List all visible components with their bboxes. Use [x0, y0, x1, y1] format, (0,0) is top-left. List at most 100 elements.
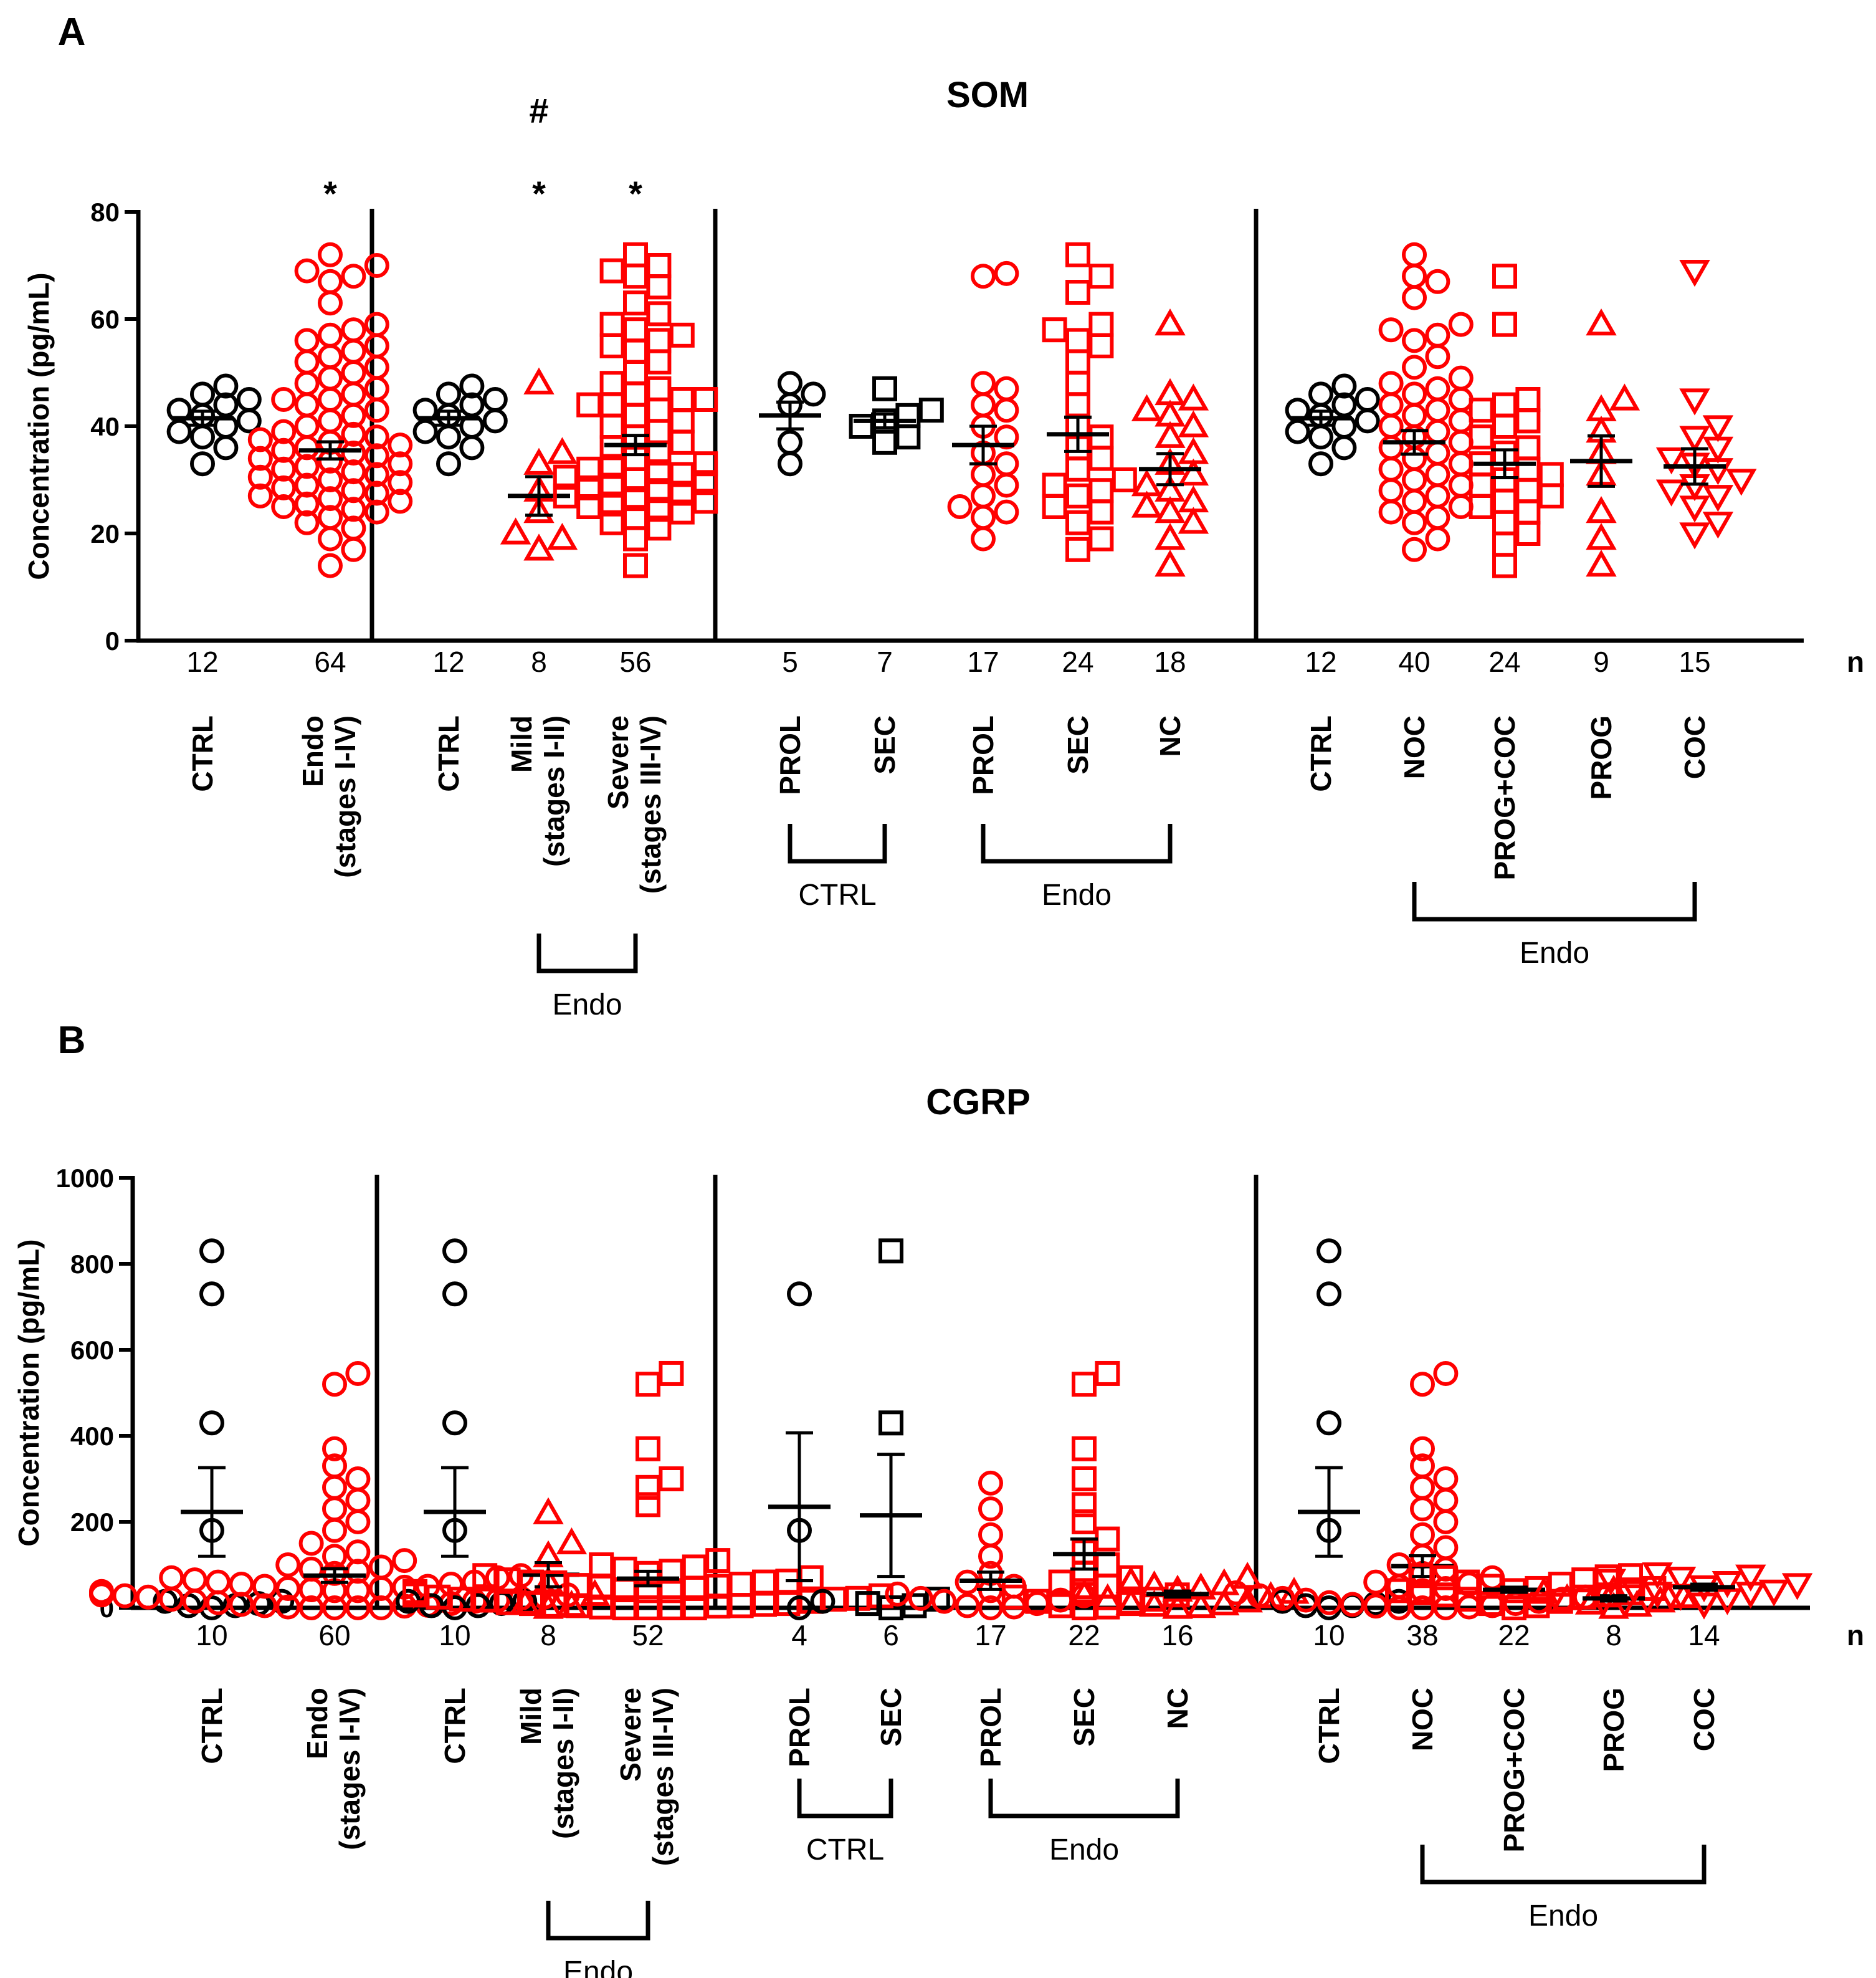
category-label: CTRL	[432, 715, 465, 792]
significance-mark: *	[629, 174, 642, 213]
group-13	[1528, 1574, 1699, 1619]
data-point	[878, 1410, 903, 1436]
data-point	[1001, 1584, 1027, 1610]
data-point	[1155, 421, 1186, 448]
y-axis-label: Concentration (pg/mL)	[12, 1239, 45, 1546]
data-point	[388, 489, 413, 514]
data-point	[576, 456, 602, 482]
group-3	[500, 367, 578, 561]
data-point	[271, 475, 297, 500]
category-label: COC	[1678, 715, 1711, 779]
data-point	[112, 1583, 138, 1608]
category-label: (stages III-IV)	[647, 1688, 679, 1866]
data-point	[318, 505, 343, 530]
data-point	[1425, 322, 1450, 348]
data-point	[1586, 394, 1617, 421]
group-4	[553, 242, 718, 578]
data-point	[1072, 1492, 1097, 1517]
data-point	[1355, 387, 1380, 412]
data-point	[322, 1544, 347, 1569]
data-point	[978, 1470, 1003, 1496]
data-point	[1308, 381, 1333, 407]
data-point	[542, 1570, 568, 1595]
data-point	[523, 447, 555, 475]
data-point	[1095, 1360, 1120, 1386]
group-bracket: Endo	[546, 1901, 650, 1978]
data-point	[1478, 1591, 1503, 1617]
n-value: 17	[974, 1619, 1006, 1651]
data-point	[190, 451, 215, 477]
bracket-label: Endo	[1042, 879, 1112, 912]
data-point	[1455, 1587, 1480, 1612]
data-point	[298, 1595, 324, 1620]
data-point	[1679, 388, 1710, 416]
data-point	[1378, 371, 1404, 396]
data-point	[1293, 1587, 1318, 1613]
data-point	[392, 1548, 417, 1574]
group-bracket: CTRL	[797, 1779, 893, 1866]
data-point	[1042, 472, 1067, 498]
group-bracket: Endo	[1412, 882, 1697, 970]
data-point	[1115, 1566, 1146, 1593]
data-point	[294, 328, 320, 353]
data-point	[1317, 1590, 1342, 1615]
data-point	[623, 317, 648, 343]
data-point	[1155, 550, 1186, 577]
category-label: Severe	[614, 1688, 647, 1782]
data-point	[994, 424, 1019, 450]
data-point	[669, 480, 695, 506]
data-point	[994, 499, 1019, 525]
bracket-label: Endo	[1520, 937, 1589, 970]
data-point	[1712, 1570, 1743, 1598]
data-point	[1317, 1410, 1341, 1436]
data-point	[1178, 458, 1209, 486]
data-point	[89, 1579, 114, 1604]
data-point	[646, 328, 672, 353]
data-point	[589, 1552, 614, 1577]
data-point	[345, 1466, 371, 1491]
data-point	[1385, 1578, 1410, 1603]
data-point	[1308, 451, 1333, 477]
data-point	[556, 1527, 588, 1555]
data-point	[636, 1595, 660, 1620]
data-point	[523, 367, 555, 394]
data-point	[1735, 1564, 1766, 1592]
group-8	[1042, 242, 1137, 562]
data-point	[1702, 512, 1734, 539]
data-point	[322, 1436, 347, 1461]
data-point	[1781, 1573, 1813, 1600]
category-label: (stages I-II)	[547, 1688, 579, 1839]
data-point	[364, 480, 389, 506]
category-label: Endo	[301, 1688, 333, 1759]
data-point	[436, 381, 461, 407]
data-point	[1138, 1589, 1170, 1617]
data-point	[1679, 259, 1710, 287]
data-point	[1425, 269, 1450, 294]
data-point	[472, 1587, 498, 1613]
data-point	[402, 1579, 427, 1604]
data-point	[693, 470, 718, 495]
group-bracket: Endo	[536, 934, 638, 1021]
data-point	[182, 1567, 207, 1593]
data-point	[1410, 1595, 1435, 1620]
data-point	[693, 489, 718, 514]
data-point	[1408, 1580, 1434, 1605]
data-point	[275, 1552, 301, 1577]
n-value: 60	[318, 1619, 350, 1651]
data-point	[341, 264, 366, 289]
data-point	[693, 387, 718, 412]
data-point	[1155, 496, 1186, 523]
data-point	[1255, 1581, 1287, 1608]
n-value: 56	[619, 646, 651, 678]
data-point	[252, 1574, 277, 1599]
group-bracket: Endo	[981, 824, 1173, 912]
data-point	[318, 467, 343, 492]
data-point	[199, 1281, 224, 1307]
data-point	[1688, 1592, 1720, 1620]
n-value: 8	[540, 1619, 556, 1651]
data-point	[294, 258, 320, 284]
data-point	[1469, 398, 1494, 423]
n-value: 12	[186, 646, 218, 678]
data-point	[322, 1453, 347, 1479]
data-point	[1340, 1592, 1365, 1617]
